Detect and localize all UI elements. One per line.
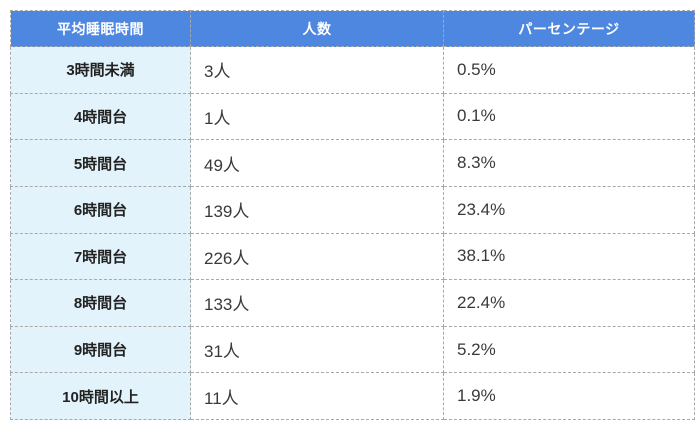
sleep-survey-table-container: 平均睡眠時間 人数 パーセンテージ 3時間未満 3人 0.5% 4時間台 1人 … — [10, 10, 695, 420]
sleep-survey-table: 平均睡眠時間 人数 パーセンテージ 3時間未満 3人 0.5% 4時間台 1人 … — [10, 10, 695, 420]
count-cell: 11人 — [190, 372, 444, 420]
table-row: 5時間台 49人 8.3% — [10, 139, 695, 187]
table-row: 10時間以上 11人 1.9% — [10, 372, 695, 420]
column-header-sleep-time: 平均睡眠時間 — [10, 10, 191, 47]
row-label-cell: 8時間台 — [10, 279, 191, 327]
table-row: 9時間台 31人 5.2% — [10, 325, 695, 374]
percentage-cell: 0.1% — [443, 92, 695, 141]
count-cell: 49人 — [190, 139, 444, 187]
count-cell: 1人 — [190, 92, 444, 141]
count-cell: 3人 — [190, 46, 444, 94]
count-cell: 226人 — [190, 232, 444, 281]
percentage-cell: 1.9% — [443, 372, 695, 420]
row-label-cell: 6時間台 — [10, 185, 191, 234]
row-label-cell: 9時間台 — [10, 325, 191, 374]
table-row: 3時間未満 3人 0.5% — [10, 46, 695, 94]
table-header-row: 平均睡眠時間 人数 パーセンテージ — [10, 10, 695, 47]
count-cell: 133人 — [190, 279, 444, 327]
row-label-cell: 5時間台 — [10, 139, 191, 187]
table-row: 7時間台 226人 38.1% — [10, 232, 695, 281]
count-cell: 31人 — [190, 325, 444, 374]
table-row: 8時間台 133人 22.4% — [10, 279, 695, 327]
table-row: 4時間台 1人 0.1% — [10, 92, 695, 141]
percentage-cell: 38.1% — [443, 232, 695, 281]
percentage-cell: 0.5% — [443, 46, 695, 94]
row-label-cell: 3時間未満 — [10, 46, 191, 94]
table-row: 6時間台 139人 23.4% — [10, 185, 695, 234]
row-label-cell: 7時間台 — [10, 232, 191, 281]
row-label-cell: 4時間台 — [10, 92, 191, 141]
column-header-percentage: パーセンテージ — [443, 10, 695, 47]
percentage-cell: 8.3% — [443, 139, 695, 187]
column-header-count: 人数 — [190, 10, 444, 47]
percentage-cell: 22.4% — [443, 279, 695, 327]
row-label-cell: 10時間以上 — [10, 372, 191, 420]
percentage-cell: 23.4% — [443, 185, 695, 234]
count-cell: 139人 — [190, 185, 444, 234]
percentage-cell: 5.2% — [443, 325, 695, 374]
